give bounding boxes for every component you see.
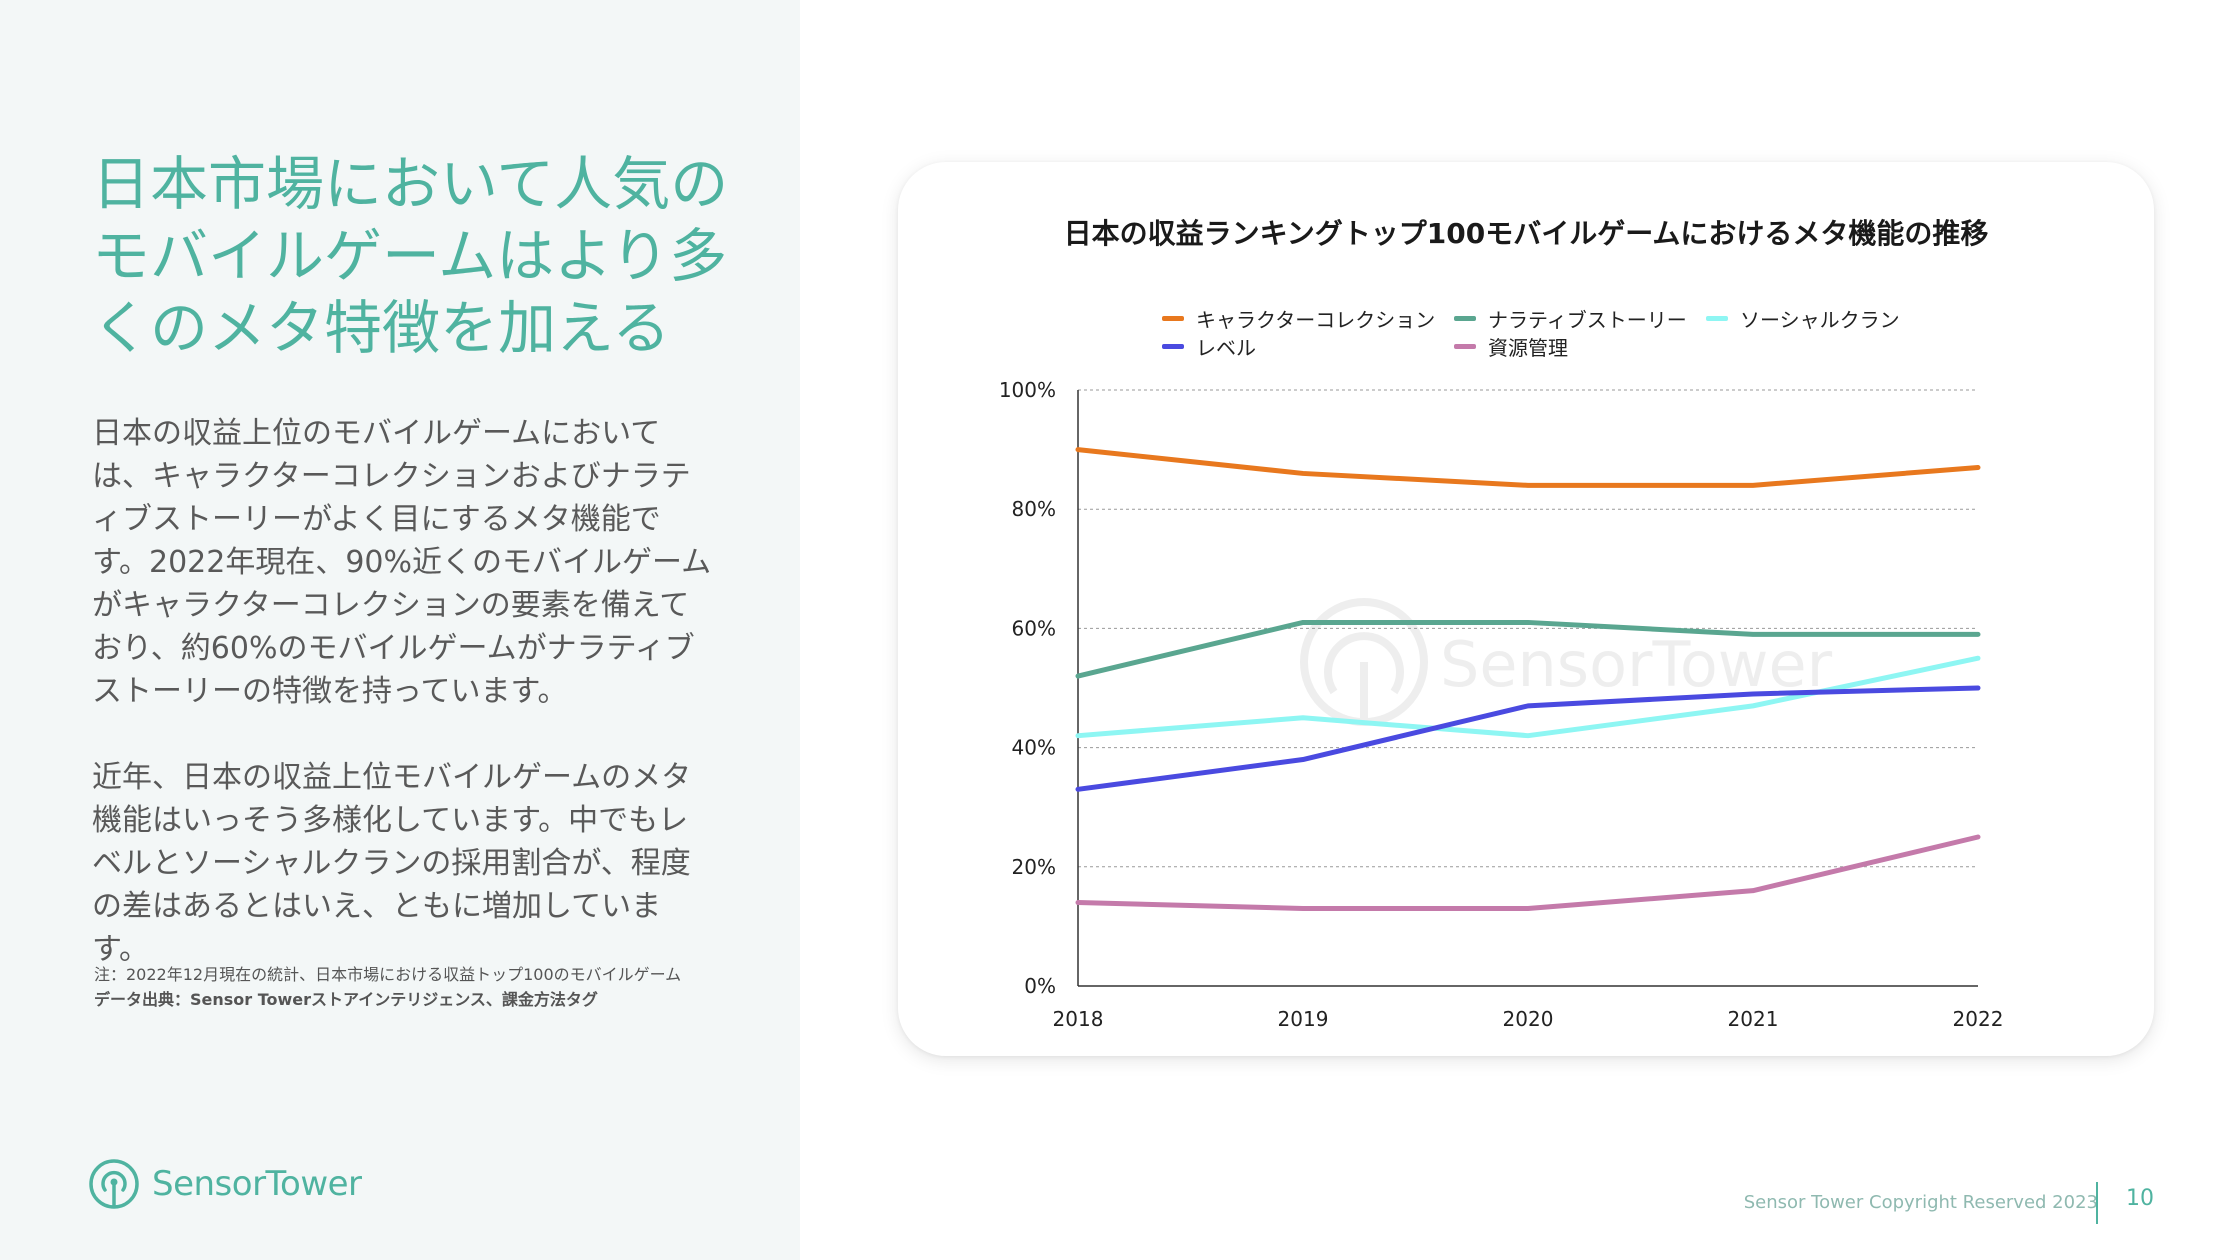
legend-swatch: [1706, 316, 1728, 321]
legend-label: レベル: [1196, 336, 1256, 360]
page-number: 10: [2126, 1186, 2154, 1211]
x-tick-label: 2020: [1503, 1007, 1554, 1031]
series-line-0: [1075, 447, 1981, 488]
x-tick-label: 2018: [1053, 1007, 1104, 1031]
sensor-tower-logo: SensorTower: [88, 1156, 362, 1212]
legend-item-resource-management: 資源管理: [1454, 332, 1568, 361]
y-tick-label: 40%: [1012, 736, 1056, 760]
y-tick-label: 80%: [1012, 497, 1056, 521]
legend-label: 資源管理: [1488, 336, 1568, 360]
legend-label: ナラティブストーリー: [1488, 308, 1687, 332]
legend-swatch: [1162, 316, 1184, 321]
y-tick-label: 20%: [1012, 855, 1056, 879]
x-tick-label: 2022: [1953, 1007, 2004, 1031]
series: [1075, 447, 1981, 912]
legend-label: キャラクターコレクション: [1196, 308, 1436, 332]
watermark-text: SensorTower: [1440, 628, 1833, 701]
x-tick-label: 2021: [1728, 1007, 1779, 1031]
y-tick-label: 0%: [1024, 974, 1056, 998]
data-source: データ出典：Sensor Towerストアインテリジェンス、課金方法タグ: [94, 990, 598, 1009]
legend-label: ソーシャルクラン: [1740, 308, 1900, 332]
legend-item-narrative-story: ナラティブストーリー: [1454, 304, 1687, 333]
body-paragraph-1: 日本の収益上位のモバイルゲームにおいては、キャラクターコレクションおよびナラティ…: [92, 416, 712, 709]
footer-divider: [2096, 1182, 2098, 1224]
legend-swatch: [1454, 316, 1476, 321]
legend-item-social-clan: ソーシャルクラン: [1706, 304, 1900, 333]
y-tick-label: 60%: [1012, 616, 1056, 640]
logo-text: SensorTower: [152, 1164, 362, 1204]
x-tick-label: 2019: [1278, 1007, 1329, 1031]
sensor-tower-logo-icon: [89, 1159, 139, 1209]
legend-swatch: [1454, 344, 1476, 349]
notes: 注：2022年12月現在の統計、日本市場における収益トップ100のモバイルゲーム…: [94, 962, 714, 1012]
footer-copyright: Sensor Tower Copyright Reserved 2023: [1743, 1192, 2098, 1213]
footnote: 注：2022年12月現在の統計、日本市場における収益トップ100のモバイルゲーム: [94, 965, 682, 984]
watermark-logo-arc: [1324, 632, 1404, 695]
axes: 0% 20% 40% 60% 80% 100% 2018 2019 2020 2021 2022: [999, 378, 2004, 1031]
series-line-4: [1075, 834, 1981, 912]
chart-title: 日本の収益ランキングトップ100モバイルゲームにおけるメタ機能の推移: [1063, 217, 1989, 250]
y-tick-label: 100%: [999, 378, 1056, 402]
line-chart: SensorTower 0% 20% 40% 60% 80% 100% 2018 2019 20…: [999, 378, 2004, 1031]
chart-card: 日本の収益ランキングトップ100モバイルゲームにおけるメタ機能の推移 キャラクタ…: [898, 162, 2154, 1056]
headline: 日本市場において人気のモバイルゲームはより多くのメタ特徴を加える: [92, 150, 729, 362]
legend-swatch: [1162, 344, 1184, 349]
legend-item-character-collection: キャラクターコレクション: [1162, 304, 1435, 333]
series-line-3: [1075, 685, 1981, 792]
legend-item-level: レベル: [1162, 332, 1256, 361]
left-panel: [0, 0, 800, 1260]
series-line-1: [1075, 619, 1981, 679]
grid: [1078, 389, 1978, 868]
body-paragraph-2: 近年、日本の収益上位モバイルゲームのメタ機能はいっそう多様化しています。中でもレ…: [92, 760, 692, 967]
